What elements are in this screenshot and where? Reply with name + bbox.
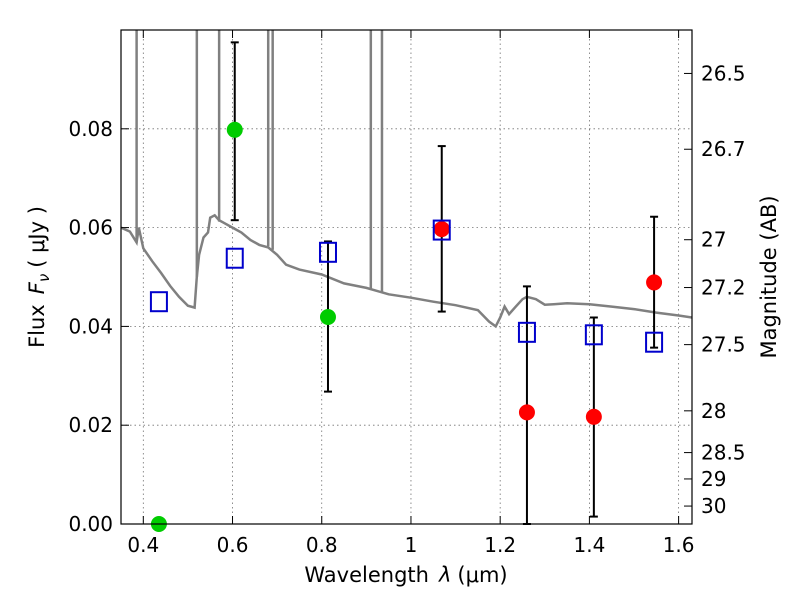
y2-tick-label: 27.5 xyxy=(701,333,746,357)
y-tick-label: 0.02 xyxy=(68,413,113,437)
data-markers xyxy=(149,121,664,532)
axis-ticks: 0.4 0.6 0.8 1 1.2 1.4 1.6 0.00 0.02 0.04 0.06 0.08 2… xyxy=(68,30,746,557)
model-flux-square xyxy=(584,324,603,346)
model-flux-square xyxy=(149,291,168,313)
y2-axis-label: Magnitude (AB) xyxy=(757,195,781,358)
y-tick-label: 0.08 xyxy=(68,117,113,141)
model-flux-square xyxy=(225,247,244,269)
model-flux-square xyxy=(645,331,664,353)
x-axis-label: Wavelength λ (μm) xyxy=(304,563,507,587)
y2-tick-label: 29 xyxy=(701,467,726,491)
y2-tick-label: 27.2 xyxy=(701,276,746,300)
x-tick-label: 1.4 xyxy=(573,533,605,557)
plot-frame xyxy=(120,29,693,525)
observed-flux-point xyxy=(585,408,602,425)
x-tick-label: 0.6 xyxy=(217,533,249,557)
observed-flux-point xyxy=(226,121,243,138)
observed-flux-point xyxy=(646,274,663,291)
x-tick-label: 1 xyxy=(405,533,418,557)
observed-flux-point xyxy=(518,404,535,421)
model-flux-square xyxy=(432,219,451,241)
x-tick-label: 0.8 xyxy=(306,533,338,557)
y2-tick-label: 26.5 xyxy=(701,61,746,85)
error-bars xyxy=(230,41,659,525)
x-tick-label: 1.6 xyxy=(663,533,695,557)
y2-tick-label: 30 xyxy=(701,494,726,518)
model-flux-square xyxy=(318,241,337,263)
y-tick-label: 0.00 xyxy=(68,512,113,536)
observed-flux-point xyxy=(433,221,450,238)
y-tick-label: 0.06 xyxy=(68,216,113,240)
grid xyxy=(121,30,692,525)
y-axis-label: FluxFν( μJy ) xyxy=(25,206,53,348)
spectrum-line xyxy=(121,213,692,329)
y2-tick-label: 28.5 xyxy=(701,441,746,465)
x-tick-label: 0.4 xyxy=(127,533,159,557)
y2-tick-label: 28 xyxy=(701,399,726,423)
y-tick-label: 0.04 xyxy=(68,314,113,338)
y2-tick-label: 26.7 xyxy=(701,137,746,161)
observed-flux-point xyxy=(319,309,336,326)
model-spectrum xyxy=(121,30,692,329)
y2-tick-label: 27 xyxy=(701,228,726,252)
model-flux-square xyxy=(517,321,536,343)
x-tick-label: 1.2 xyxy=(484,533,516,557)
